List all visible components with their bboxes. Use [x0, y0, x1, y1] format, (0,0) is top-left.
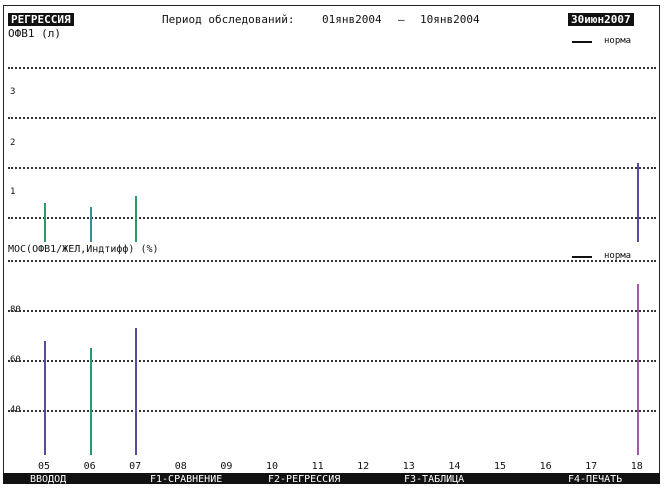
date-badge: 30июн2007: [568, 13, 634, 26]
x-tick-label: 10: [265, 461, 279, 472]
x-tick-label: 13: [402, 461, 415, 472]
function-key-bar: [3, 473, 660, 484]
chart-bar: [636, 163, 639, 242]
menu-table[interactable]: F3-ТАБЛИЦА: [404, 474, 465, 485]
panel1-gridline: [8, 67, 656, 69]
x-tick-label: 15: [493, 461, 507, 472]
panel1-y-tick: 3: [10, 87, 16, 97]
menu-input[interactable]: ВВОДОД: [30, 474, 67, 485]
period-to: 10янв2004: [420, 13, 480, 26]
period-from: 01янв2004: [322, 13, 382, 26]
chart-bar: [44, 341, 46, 455]
menu-regression[interactable]: F2-РЕГРЕССИЯ: [268, 474, 341, 485]
panel1-y-tick: 1: [10, 187, 16, 197]
menu-compare[interactable]: F1-СРАВНЕНИЕ: [150, 474, 223, 485]
x-tick-label: 11: [311, 461, 324, 472]
chart-bar: [636, 284, 639, 455]
panel2-legend-line: [572, 256, 592, 258]
period-dash: –: [398, 13, 405, 26]
panel1-gridline: [8, 167, 656, 169]
x-tick-label: 17: [585, 461, 598, 472]
panel1-title: ОФВ1 (л): [8, 27, 61, 40]
period-label: Период обследований:: [162, 13, 295, 26]
chart-bar: [135, 196, 138, 242]
mode-badge[interactable]: РЕГРЕССИЯ: [8, 13, 74, 26]
panel1-gridline: [8, 217, 656, 219]
x-tick-label: 18: [630, 461, 643, 472]
panel1-legend-line: [572, 41, 592, 43]
panel1-y-tick: 2: [10, 138, 16, 148]
panel1-legend-label: норма: [604, 36, 632, 46]
panel2-gridline: [8, 260, 656, 262]
panel1-gridline: [8, 117, 656, 119]
panel2-gridline: [8, 310, 656, 312]
x-tick-label: 09: [220, 461, 233, 472]
chart-bar: [135, 328, 138, 455]
chart-bar: [89, 347, 92, 455]
menu-print[interactable]: F4-ПЕЧАТЬ: [568, 474, 623, 485]
x-tick-label: 12: [357, 461, 370, 472]
x-tick-label: 08: [174, 461, 187, 472]
x-tick-label: 06: [83, 461, 96, 472]
chart-bar: [44, 202, 46, 242]
chart-bar: [89, 207, 92, 242]
panel2-legend-label: норма: [604, 251, 632, 261]
x-tick-label: 05: [37, 461, 51, 472]
panel2-gridline: [8, 410, 656, 412]
x-tick-label: 07: [129, 461, 142, 472]
x-tick-label: 14: [448, 461, 461, 472]
x-tick-label: 16: [539, 461, 552, 472]
panel2-title: МОС(ОФВ1/ЖЕЛ,Индтифф) (%): [8, 244, 159, 255]
panel2-gridline: [8, 360, 656, 362]
